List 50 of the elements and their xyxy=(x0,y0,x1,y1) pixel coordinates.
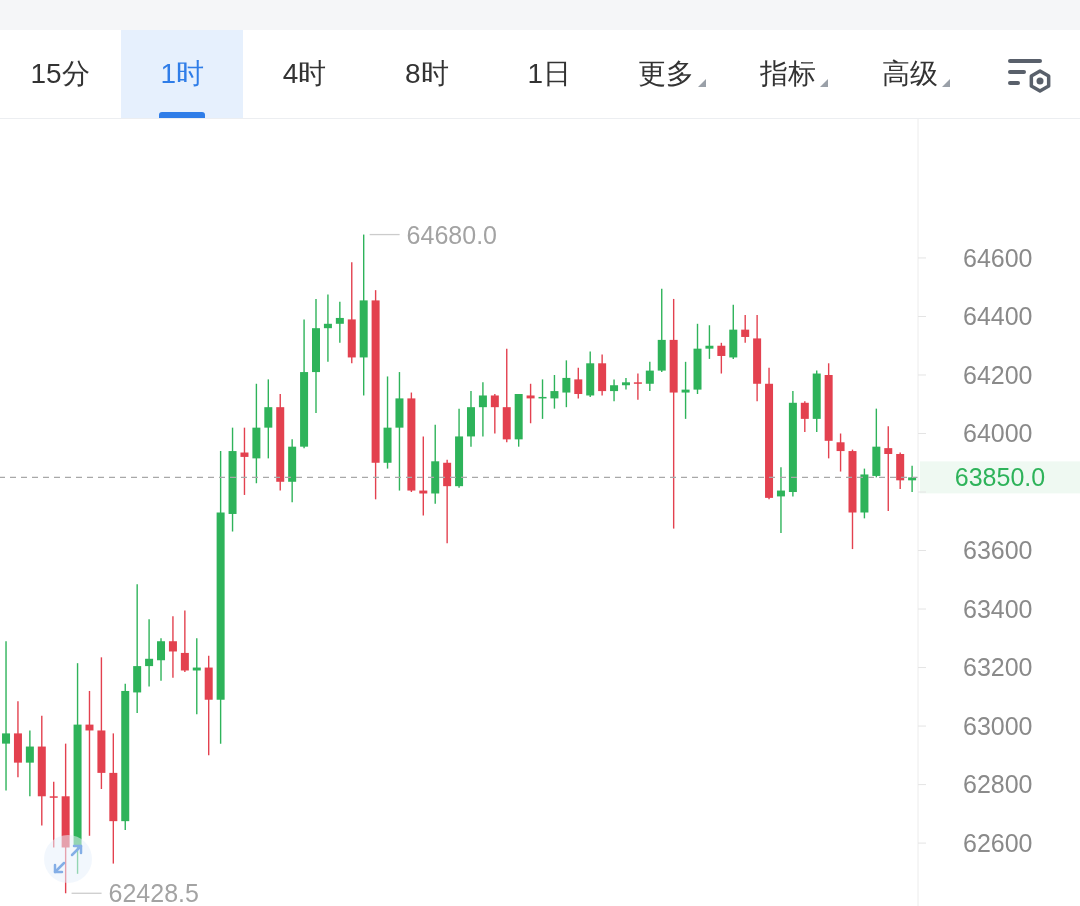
candlestick xyxy=(145,618,154,688)
text: 1日 xyxy=(527,57,571,91)
annotation: 64680.0 xyxy=(406,220,497,249)
y-tick-label: 63000 xyxy=(963,711,1033,740)
candlestick xyxy=(621,377,630,391)
candlestick xyxy=(574,366,583,400)
text: 4时 xyxy=(282,57,327,91)
candlestick xyxy=(49,780,58,849)
text: 更多 xyxy=(637,57,694,91)
y-tick-label: 62800 xyxy=(963,770,1033,799)
candlestick xyxy=(681,361,690,420)
candlestick xyxy=(633,372,642,401)
candlestick xyxy=(717,342,726,375)
candlestick xyxy=(836,432,845,473)
candlestick xyxy=(335,301,344,344)
candlestick xyxy=(610,378,619,403)
candlestick xyxy=(526,383,535,424)
annotation: 62428.5 xyxy=(108,879,199,906)
y-tick-label: 64000 xyxy=(963,419,1033,448)
candlestick xyxy=(550,374,559,410)
candlestick xyxy=(645,361,654,392)
text: 1时 xyxy=(160,57,205,91)
y-tick-label: 64600 xyxy=(963,243,1033,272)
candlestick xyxy=(2,640,11,792)
candlestick xyxy=(323,293,332,363)
candlestick xyxy=(25,729,34,797)
y-tick-label: 62600 xyxy=(963,828,1033,857)
candlestick xyxy=(264,378,273,460)
ref-line-label: 63850.0 xyxy=(954,463,1046,492)
candlestick xyxy=(741,314,750,344)
text: 高级 xyxy=(882,57,939,91)
candlestick xyxy=(443,459,452,544)
y-tick-label: 63200 xyxy=(963,653,1033,682)
y-tick-label: 64200 xyxy=(963,360,1033,389)
candlestick xyxy=(240,426,249,496)
candlestick xyxy=(478,381,487,438)
text: 15分 xyxy=(30,57,90,91)
y-tick-label: 63600 xyxy=(963,536,1033,565)
y-tick-label: 64400 xyxy=(963,302,1033,331)
candlestick xyxy=(168,615,177,679)
candlestick xyxy=(490,393,499,435)
text: 8时 xyxy=(405,57,449,91)
candlestick xyxy=(157,637,166,682)
candlestick xyxy=(884,425,893,512)
text: 指标 xyxy=(759,57,816,91)
candlestick xyxy=(562,359,571,408)
y-tick-label: 63400 xyxy=(963,594,1033,623)
candlestick xyxy=(705,324,714,360)
candlestick xyxy=(800,400,809,433)
candlestick xyxy=(180,609,189,673)
